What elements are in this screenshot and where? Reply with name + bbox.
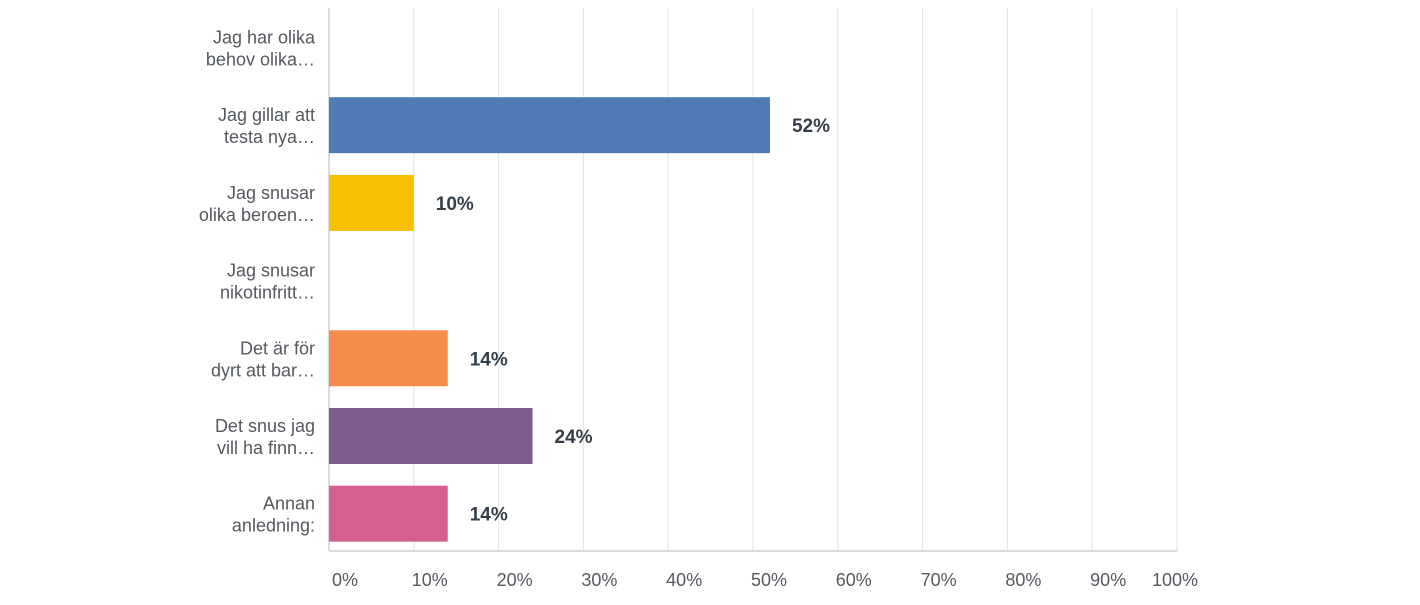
bar — [329, 330, 448, 387]
x-tick-label: 40% — [666, 570, 702, 590]
category-label: Det är för dyrt att bar… — [211, 338, 315, 380]
category-label: Det snus jag vill ha finn… — [215, 416, 315, 458]
data-label: 14% — [470, 505, 508, 526]
data-label: 14% — [470, 349, 508, 370]
category-label: Jag har olika behov olika… — [206, 28, 316, 70]
x-tick-label: 50% — [751, 570, 787, 590]
x-tick-label: 80% — [1005, 570, 1041, 590]
data-label: 52% — [792, 116, 830, 137]
x-tick-label: 90% — [1090, 570, 1126, 590]
bar — [329, 97, 770, 154]
x-tick-label: 30% — [581, 570, 617, 590]
bar — [329, 408, 533, 464]
x-tick-label: 70% — [921, 570, 957, 590]
bar — [329, 485, 448, 542]
bar — [329, 174, 414, 231]
category-label: Jag gillar att testa nya… — [218, 105, 315, 147]
data-label: 10% — [436, 194, 474, 215]
category-label: Jag snusar olika beroen… — [199, 183, 315, 225]
data-label: 24% — [555, 427, 593, 448]
x-tick-label: 10% — [412, 570, 448, 590]
category-label: Jag snusar nikotinfritt… — [220, 261, 315, 303]
x-tick-label: 0% — [332, 570, 358, 590]
x-tick-label: 20% — [497, 570, 533, 590]
x-tick-label: 100% — [1152, 570, 1198, 590]
category-label: Annan anledning: — [232, 494, 315, 536]
x-tick-label: 60% — [836, 570, 872, 590]
